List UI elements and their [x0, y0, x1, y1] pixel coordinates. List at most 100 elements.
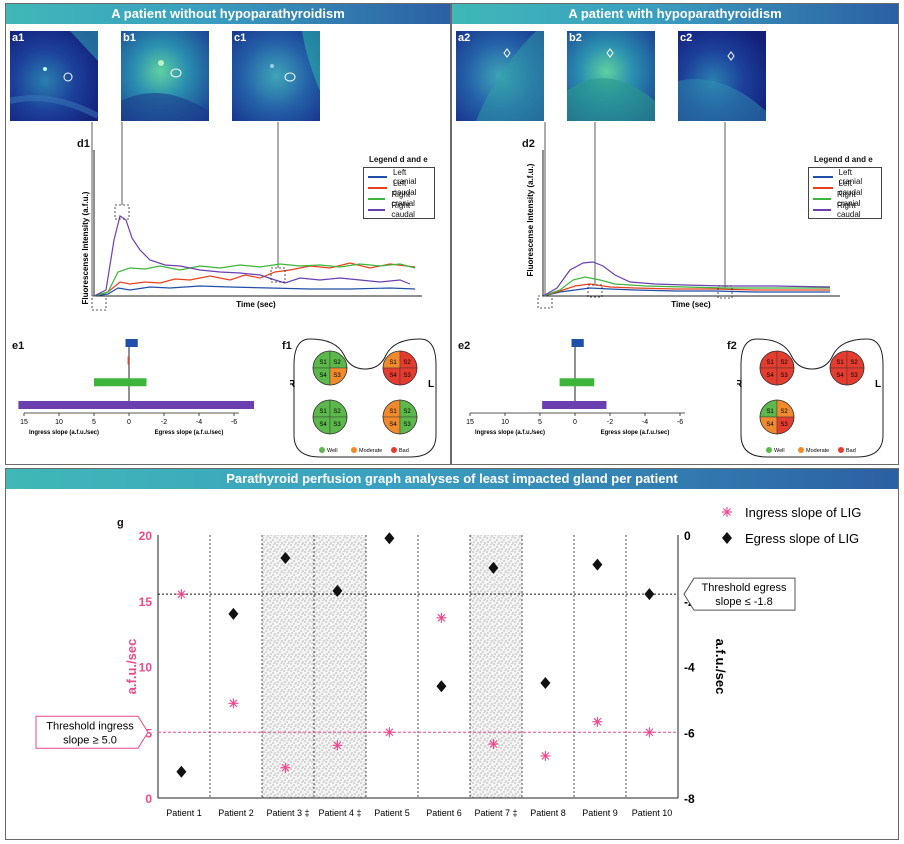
ingress-point — [644, 727, 655, 738]
category-label: Patient 5 — [374, 808, 410, 818]
category-label: Patient 3 ‡ — [266, 808, 309, 818]
ingress-point — [436, 612, 447, 623]
left-tick-label: 15 — [139, 595, 153, 609]
panel-graph-analysis: Parathyroid perfusion graph analyses of … — [5, 468, 899, 840]
gland-f2-gland — [759, 399, 795, 435]
label-d1: d1 — [77, 138, 90, 150]
left-tick-label: 0 — [145, 792, 152, 806]
label-f2: f2 — [727, 340, 737, 352]
gland-f2-segment-label: S1 — [836, 360, 844, 366]
gland-f1-segment-label: S3 — [403, 373, 411, 379]
slope-e2-bar — [571, 339, 584, 347]
label-b2: b2 — [569, 32, 582, 44]
ingress-point — [332, 740, 343, 751]
right-tick-label: 0 — [684, 529, 691, 543]
gland-f1-legend-dot — [351, 447, 357, 453]
gland-f2-legend-label: Moderate — [806, 448, 829, 454]
gland-f1-segment-label: S3 — [333, 373, 341, 379]
category-label: Patient 2 — [218, 808, 254, 818]
label-c1: c1 — [234, 32, 247, 44]
label-d2: d2 — [522, 138, 535, 150]
slope-e2-bar — [559, 378, 595, 387]
category-label: Patient 10 — [632, 808, 673, 818]
label-f1: f1 — [282, 340, 292, 352]
ingress-point — [280, 762, 291, 773]
gland-f2-legend-label: Well — [774, 448, 785, 454]
slope-e1-bar — [127, 356, 129, 365]
category-label: Patient 8 — [530, 808, 566, 818]
gland-f1-gland — [312, 399, 348, 435]
label-a2: a2 — [458, 32, 471, 44]
gland-f1-legend-dot — [319, 447, 325, 453]
slope-e1-tick-label: 15 — [20, 419, 28, 426]
gland-f1-segment-label: S2 — [403, 409, 411, 415]
ingress-threshold-label-2: slope ≥ 5.0 — [63, 734, 117, 746]
ingress-point — [488, 739, 499, 750]
gland-f2-legend-dot — [838, 447, 844, 453]
legend-egress-marker — [722, 532, 732, 544]
gland-diagram-f2: S1 S2 S4 S3 S1 S2 S4 S3 S1 S2 S4 S3 R L Well Moderate Ba… — [737, 338, 884, 458]
legend-d2-item: Right caudal — [836, 200, 861, 219]
gland-f1-segment-label: S4 — [319, 373, 327, 379]
gland-diagram-f1: S1 S2 S4 S3 S1 S2 S4 S3 S1 S2 S4 S3 S1 S2 S4 S3 R L Well Mo… — [290, 338, 437, 458]
slope-e2-ingress-label: Ingress slope (a.f.u./sec) — [475, 430, 545, 436]
legend-d1-item: Left caudal — [392, 178, 417, 197]
category-label: Patient 4 ‡ — [318, 808, 361, 818]
gland-f2-segment-label: S4 — [836, 373, 844, 379]
slope-e1-bar — [125, 339, 138, 347]
label-c2: c2 — [680, 32, 693, 44]
legend-d2: Left cranial Left caudal Right cranial R… — [808, 167, 882, 219]
gland-f1-gland — [312, 350, 348, 386]
slope-e1-tick-label: 5 — [92, 419, 96, 426]
fluorescence-image-b2 — [567, 31, 655, 121]
left-tick-label: 10 — [139, 661, 153, 675]
trace-chart-d1: Fluorescense Intensity (a.f.u.) Time (se… — [81, 122, 422, 311]
gland-f2-segment-label: S2 — [850, 360, 858, 366]
category-label: Patient 1 — [166, 808, 202, 818]
fluorescence-image-a2 — [456, 31, 544, 121]
ingress-point — [176, 589, 187, 600]
trace-d1-xlabel: Time (sec) — [236, 300, 276, 309]
legend-d1-item: Left cranial — [392, 167, 417, 186]
ingress-threshold-label-1: Threshold ingress — [46, 720, 134, 732]
gland-f1-legend-label: Bad — [399, 448, 409, 454]
egress-point — [436, 680, 447, 693]
legend-ingress-marker — [722, 507, 732, 517]
gland-f1-segment-label: S1 — [389, 409, 397, 415]
legend-d2-item: Right cranial — [837, 189, 861, 208]
gland-f1-segment-label: S1 — [319, 409, 327, 415]
egress-point — [228, 607, 239, 620]
gland-f2-gland — [829, 350, 865, 386]
egress-point — [176, 765, 187, 778]
gland-f2-gland — [759, 350, 795, 386]
ingress-point — [540, 750, 551, 761]
gland-f1-legend-label: Well — [327, 448, 338, 454]
gland-f2-left-label: L — [875, 379, 881, 390]
legend-d1-item: Right cranial — [391, 189, 415, 208]
gland-f2-outline — [740, 338, 884, 458]
gland-f1-gland — [382, 350, 418, 386]
gland-f1-segment-label: S2 — [333, 360, 341, 366]
trace-chart-d2: Fluorescense Intensity (a.f.u.) Time (se… — [526, 122, 840, 309]
gland-f1-segment-label: S4 — [389, 373, 397, 379]
slope-e2-tick-label: 5 — [538, 419, 542, 426]
slope-e1-tick-label: 10 — [55, 419, 63, 426]
slope-e2-tick-label: 10 — [501, 419, 509, 426]
gland-f1-left-label: L — [428, 379, 434, 390]
slope-e2-bar — [542, 401, 607, 409]
legend-egress-label: Egress slope of LIG — [745, 531, 859, 546]
slope-e1-bar — [18, 401, 254, 409]
trace-d1-ylabel: Fluorescense Intensity (a.f.u.) — [81, 191, 90, 304]
gland-f2-segment-label: S3 — [850, 373, 858, 379]
legend-title-d1: Legend d and e — [369, 155, 428, 164]
gland-f2-segment-label: S4 — [766, 373, 774, 379]
egress-point — [540, 676, 551, 689]
ingress-threshold-callout — [35, 715, 149, 749]
slope-e1-ingress-label: Ingress slope (a.f.u./sec) — [29, 430, 99, 436]
label-b1: b1 — [123, 32, 136, 44]
fluorescence-image-a1 — [10, 31, 98, 121]
gland-f2-segment-label: S2 — [780, 409, 788, 415]
right-tick-label: -8 — [684, 792, 695, 806]
slope-e2-tick-label: 15 — [466, 419, 474, 426]
category-label: Patient 7 ‡ — [474, 808, 517, 818]
